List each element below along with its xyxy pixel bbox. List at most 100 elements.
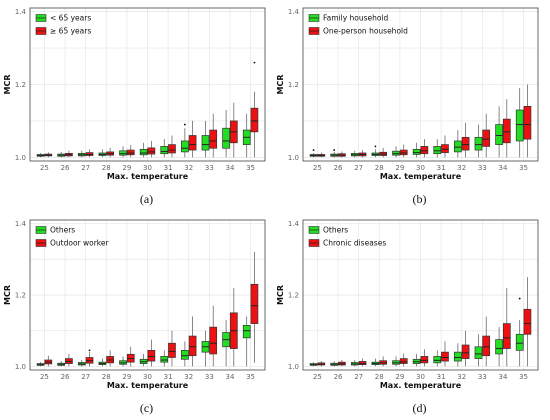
x-tick-label: 31: [437, 373, 446, 381]
box-red-27: [85, 149, 94, 158]
x-axis-label: Max. temperature: [380, 172, 462, 181]
x-tick-label: 26: [61, 164, 70, 172]
x-tick-label: 31: [164, 164, 173, 172]
box-red-27: [358, 150, 367, 158]
legend-label: Chronic diseases: [323, 239, 386, 248]
y-axis-label: MCR: [3, 285, 12, 305]
y-tick-label: 1.0: [15, 154, 26, 162]
x-tick-label: 28: [375, 373, 384, 381]
legend-label: Others: [323, 226, 348, 235]
chart-panel-b: 1.0 1.2 1.4 25 26 27 28 29 30 31 32 33 34 35 Max. temp…: [276, 7, 539, 206]
x-tick-label: 25: [313, 373, 322, 381]
box-red-27: [85, 349, 94, 367]
box-red-35: [523, 84, 532, 158]
x-tick-label: 33: [478, 373, 487, 381]
box-iqr: [250, 107, 259, 133]
box-red-30: [147, 339, 156, 367]
box-red-31: [168, 135, 176, 158]
x-tick-label: 25: [40, 164, 49, 172]
box-red-30: [420, 349, 429, 367]
box-iqr: [147, 350, 156, 362]
x-tick-label: 28: [102, 164, 111, 172]
y-tick-label: 1.4: [288, 8, 300, 16]
box-iqr: [495, 124, 503, 145]
box-green-30: [139, 353, 148, 367]
box-red-28: [379, 147, 387, 158]
chart-panel-c: 1.0 1.2 1.4 25 26 27 28 29 30 31 32 33 34 35 Max. temp…: [3, 219, 266, 415]
box-green-32: [454, 343, 462, 367]
box-iqr: [420, 146, 429, 155]
box-iqr: [523, 106, 532, 140]
box-green-26: [57, 361, 66, 367]
box-red-34: [229, 102, 238, 158]
box-iqr: [222, 127, 230, 149]
x-tick-label: 27: [354, 373, 363, 381]
box-red-29: [126, 144, 135, 158]
box-green-29: [392, 146, 400, 158]
x-tick-label: 33: [205, 373, 214, 381]
box-iqr: [201, 135, 210, 151]
x-tick-label: 30: [143, 373, 152, 381]
box-red-26: [338, 151, 346, 158]
box-red-33: [209, 305, 218, 367]
outlier-point: [253, 61, 256, 64]
box-iqr: [420, 356, 429, 364]
y-tick-label: 1.0: [288, 363, 299, 371]
box-red-35: [523, 277, 532, 367]
plot-border: [302, 7, 539, 162]
x-tick-label: 30: [416, 373, 425, 381]
box-green-34: [222, 110, 230, 158]
box-red-28: [106, 147, 114, 158]
box-red-35: [250, 252, 259, 363]
y-tick-label: 1.4: [15, 8, 27, 16]
x-tick-label: 29: [122, 164, 131, 172]
x-tick-label: 34: [225, 373, 234, 381]
x-tick-label: 30: [416, 164, 425, 172]
y-axis-label: MCR: [276, 75, 285, 95]
box-red-33: [209, 113, 218, 158]
y-tick-label: 1.2: [288, 81, 299, 89]
box-red-26: [65, 150, 73, 158]
box-green-33: [474, 124, 483, 158]
box-red-30: [420, 139, 429, 158]
x-tick-label: 34: [225, 164, 234, 172]
box-green-35: [515, 297, 524, 367]
box-green-31: [160, 139, 169, 158]
x-tick-label: 26: [61, 373, 70, 381]
box-iqr: [188, 135, 197, 151]
y-tick-label: 1.4: [15, 220, 27, 228]
box-green-26: [57, 151, 66, 158]
outlier-point: [88, 349, 91, 352]
x-tick-label: 27: [81, 164, 90, 172]
box-iqr: [515, 109, 524, 142]
box-green-32: [181, 123, 189, 158]
box-green-27: [350, 150, 359, 158]
x-tick-label: 25: [313, 164, 322, 172]
box-red-34: [229, 287, 238, 367]
box-green-30: [139, 142, 148, 158]
outlier-point: [312, 149, 315, 151]
box-iqr: [433, 146, 442, 155]
box-red-25: [44, 355, 53, 367]
box-green-28: [98, 149, 107, 158]
x-tick-label: 29: [395, 373, 404, 381]
y-axis-label: MCR: [3, 75, 12, 95]
box-green-29: [119, 146, 127, 158]
box-iqr: [250, 283, 259, 324]
panel-caption: (b): [413, 192, 427, 206]
box-iqr: [454, 351, 462, 362]
box-iqr: [474, 136, 483, 151]
box-iqr: [399, 149, 408, 156]
box-iqr: [441, 351, 449, 362]
box-red-29: [399, 353, 408, 367]
panel-caption: (d): [413, 401, 427, 415]
x-tick-label: 32: [184, 373, 193, 381]
legend-label: Family household: [323, 14, 389, 23]
box-red-26: [338, 360, 346, 367]
box-green-25: [36, 152, 45, 158]
box-iqr: [495, 339, 503, 355]
box-green-26: [330, 149, 339, 158]
box-iqr: [188, 335, 197, 357]
box-iqr: [119, 150, 127, 156]
outlier-point: [374, 145, 377, 148]
